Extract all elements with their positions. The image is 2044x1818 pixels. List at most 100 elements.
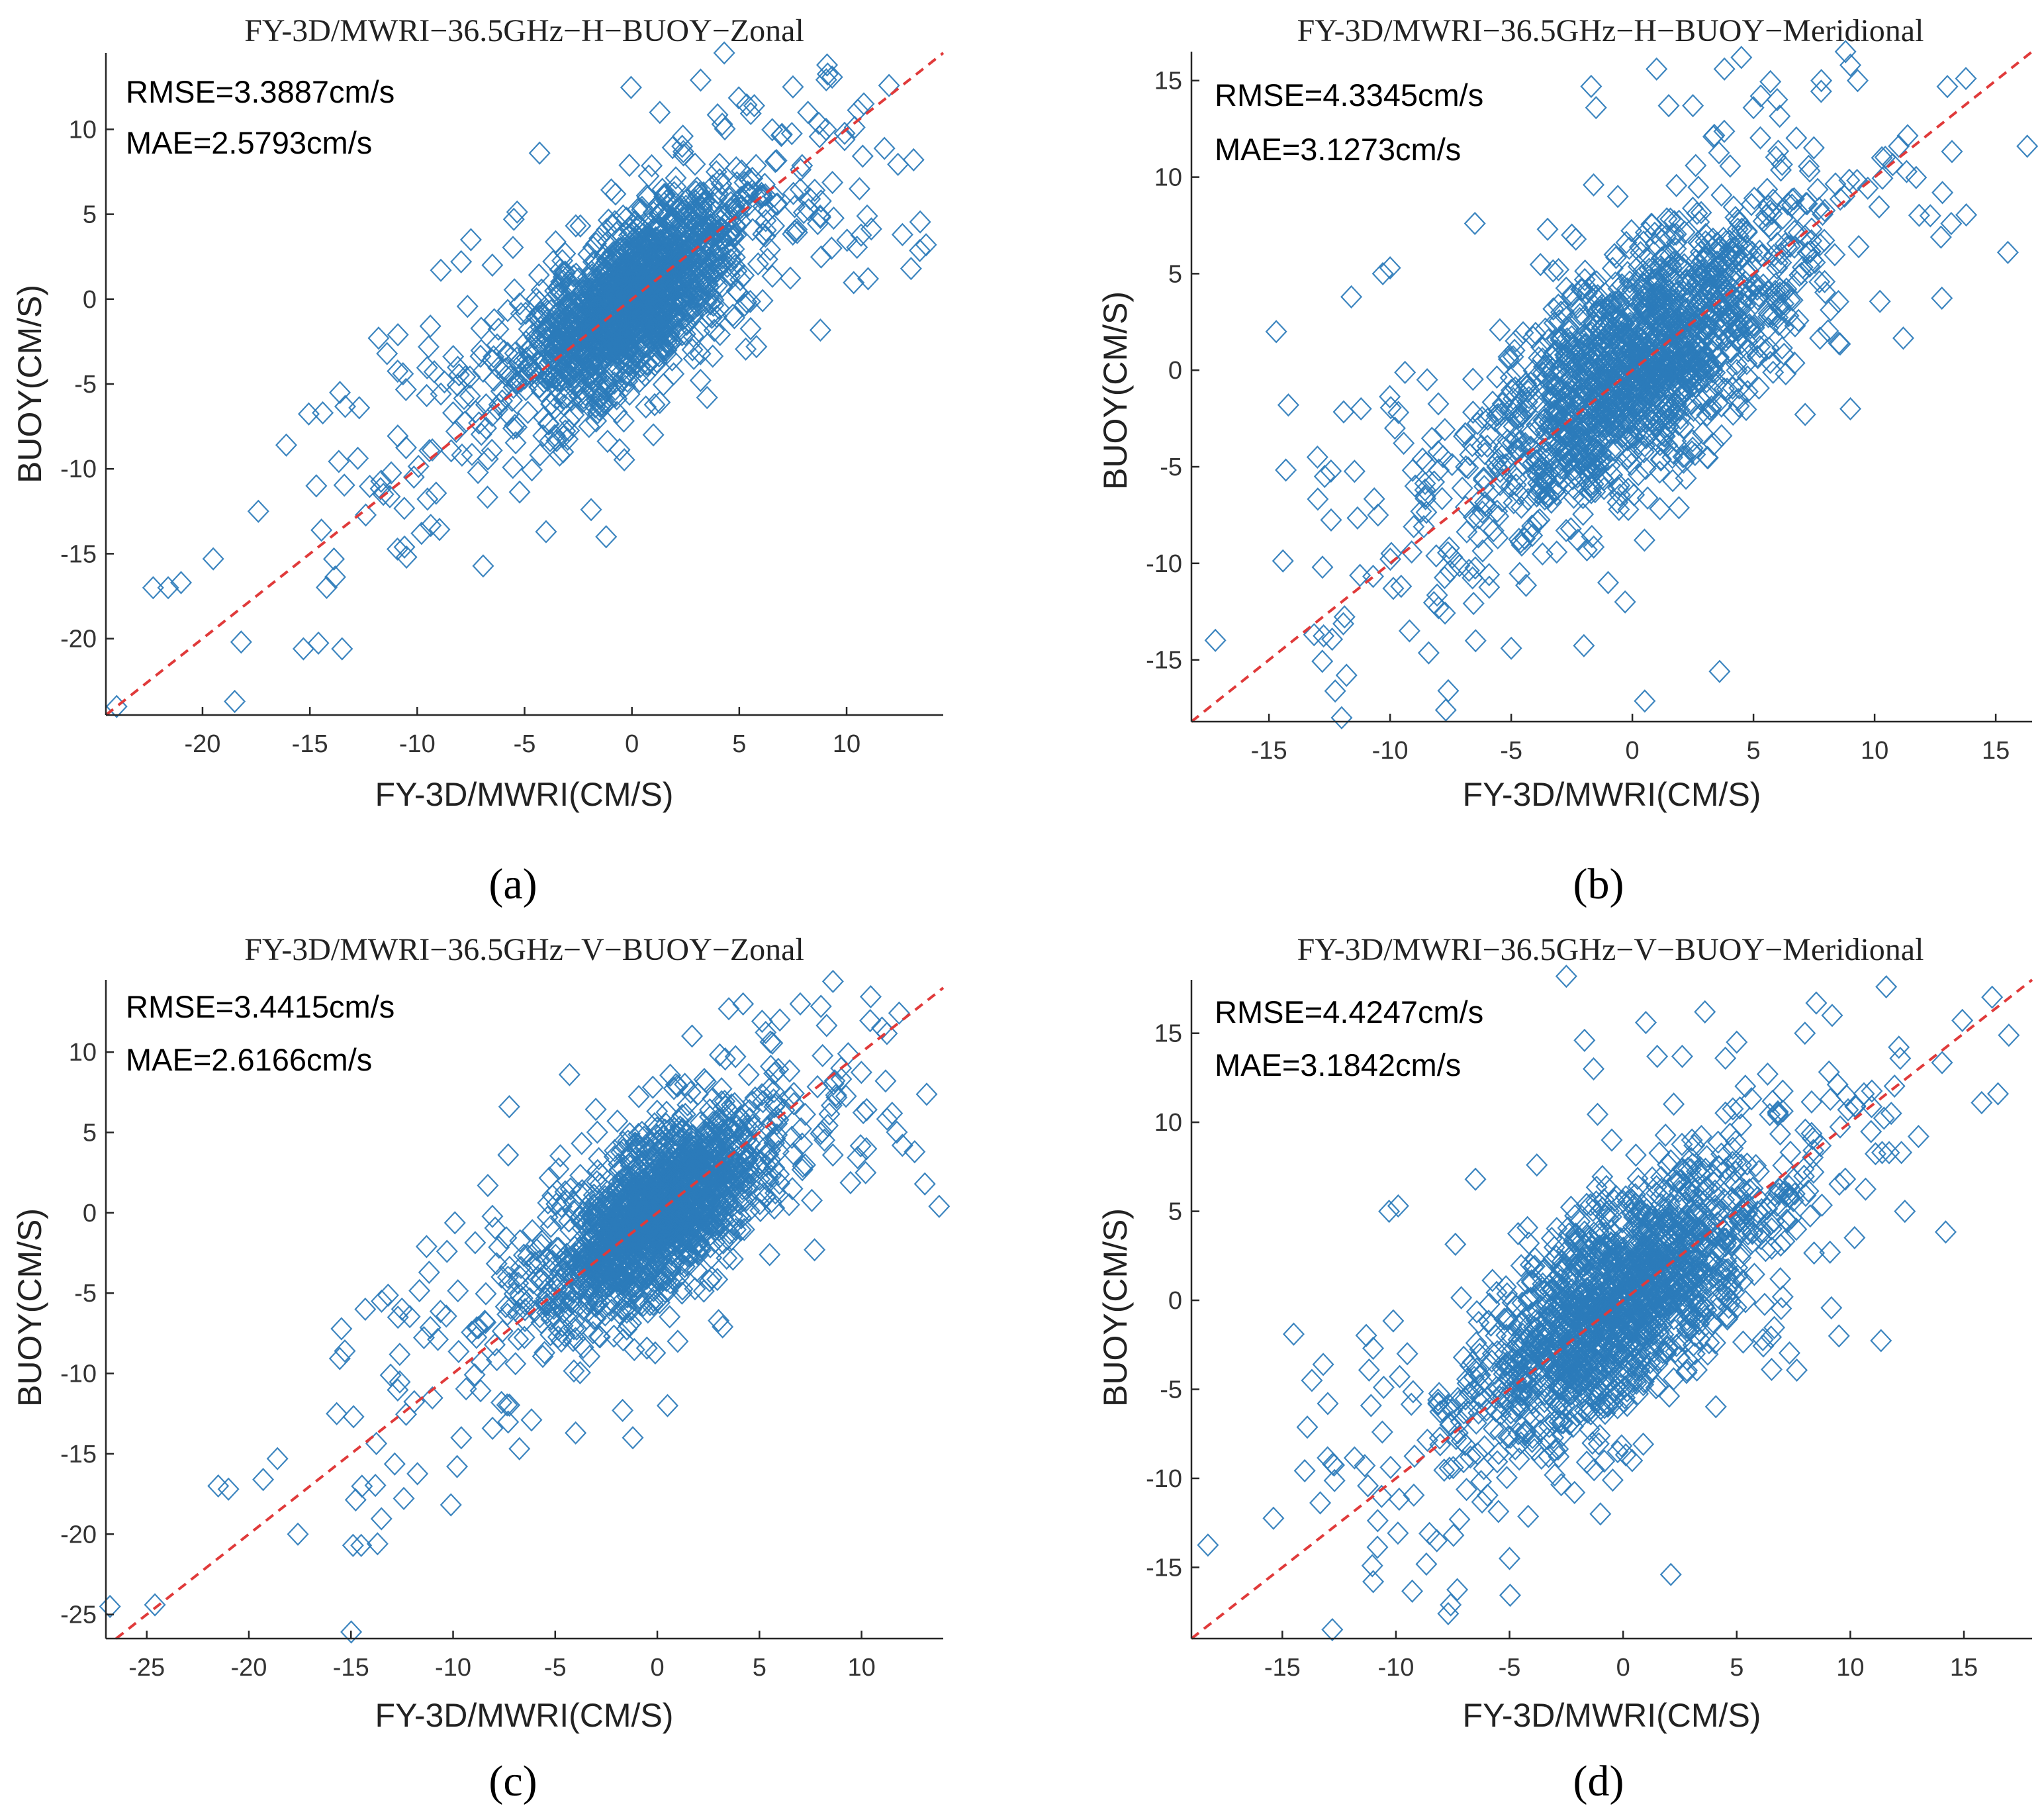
data-point-a-1517 [582,283,604,307]
data-point-a-1645 [528,326,550,350]
data-point-a-1511 [696,221,718,246]
data-point-a-1298 [641,289,664,312]
data-point-a-1408 [843,271,865,295]
data-point-a-915 [619,363,641,387]
data-point-a-1390 [609,237,631,261]
data-point-b-134 [1770,250,1792,275]
data-point-a-1527 [577,242,600,266]
data-point-a-1122 [656,202,678,226]
data-point-a-1681 [620,75,642,99]
data-point-b-654 [1809,232,1832,256]
data-point-a-1215 [528,375,551,399]
data-point-a-1540 [747,252,769,276]
panel-a: FY-3D/MWRI−36.5GHz−H−BUOY−Zonal -20 -15 -1… [11,13,945,908]
data-point-a-445 [545,428,568,453]
data-point-a-1634 [624,209,647,233]
data-point-a-1663 [334,395,357,418]
data-point-a-1605 [407,454,430,479]
x-tick-label-a-1: -15 [292,730,328,758]
data-point-a-1626 [810,245,833,269]
data-point-a-1508 [573,386,595,410]
data-point-a-1136 [553,261,577,285]
y-tick-label-b-2: -5 [1160,454,1182,481]
data-point-a-1650 [386,537,408,561]
reference-line-a [105,52,945,716]
data-point-a-1421 [624,332,646,356]
data-point-a-1481 [651,266,673,290]
data-point-a-1584 [751,289,774,312]
data-point-a-1613 [806,212,829,236]
data-point-b-600 [1649,497,1671,520]
data-point-a-1420 [635,395,657,419]
data-point-a-1518 [417,335,440,359]
data-point-a-1696 [312,401,334,425]
data-point-a-1612 [909,238,931,263]
data-point-a-1031 [702,344,724,368]
data-point-a-1671 [380,461,402,485]
data-point-a-1644 [532,333,555,358]
data-point-a-1347 [633,234,655,258]
data-point-a-1622 [757,199,780,223]
data-point-a-1416 [735,290,758,314]
data-point-a-1539 [582,250,604,274]
data-point-a-1585 [557,304,579,328]
data-point-a-1711 [580,498,602,522]
data-point-a-1662 [706,186,728,210]
data-point-a-1400 [761,264,784,288]
data-point-a-1418 [727,280,749,305]
data-point-a-1235 [570,362,592,386]
data-point-a-957 [510,302,532,326]
data-point-a-1092 [565,214,587,238]
data-point-a-1659 [328,450,350,473]
data-point-a-1687 [157,576,179,600]
data-point-b-238 [1736,365,1759,389]
data-point-a-1619 [532,424,555,448]
data-point-b-325 [1814,199,1836,222]
data-point-a-1588 [472,554,494,578]
data-point-a-1633 [755,209,777,232]
panel-label-b: (b) [1573,860,1624,908]
data-point-a-1484 [655,330,678,354]
data-point-b-517 [1462,591,1485,616]
data-point-a-1454 [741,166,764,191]
y-tick-label-b-0: -15 [1146,647,1182,675]
data-point-a-1609 [477,447,499,471]
data-point-a-907 [635,183,658,208]
data-point-a-1572 [791,154,813,177]
data-point-b-604 [1627,463,1649,487]
y-tick-label-a-5: 5 [83,201,97,229]
data-point-a-1541 [764,150,786,173]
data-point-a-1311 [496,341,519,365]
data-point-a-1642 [537,299,559,323]
data-point-a-1538 [593,282,616,306]
data-point-a-1158 [681,299,704,322]
data-point-a-1679 [446,356,469,379]
data-point-a-1239 [676,263,698,287]
data-point-a-1631 [556,345,579,369]
data-point-b-486 [1690,201,1712,224]
data-point-a-1291 [720,191,742,215]
data-point-a-1655 [393,535,416,559]
data-point-b-380 [1583,535,1605,559]
data-point-a-819 [665,166,687,190]
data-point-a-1444 [539,428,561,453]
data-point-a-1491 [675,236,698,261]
data-point-a-1630 [633,331,655,356]
data-point-a-1328 [562,348,584,372]
data-point-a-1553 [355,503,377,527]
data-point-a-1646 [684,199,708,223]
data-point-a-1145 [648,292,671,316]
data-point-a-1716 [689,68,712,92]
data-point-a-1690 [224,689,246,714]
y-tick-label-b-1: -10 [1146,550,1182,578]
data-point-a-1116 [700,262,722,286]
data-point-a-1522 [550,369,573,393]
data-point-b-427 [1661,469,1684,493]
data-point-a-1599 [577,294,599,318]
data-point-a-1240 [665,318,688,342]
data-point-a-1583 [395,377,417,402]
data-point-a-628 [597,208,620,232]
data-point-a-1726 [915,233,937,257]
data-point-b-218 [1509,561,1531,585]
data-point-b-94 [1524,322,1547,346]
